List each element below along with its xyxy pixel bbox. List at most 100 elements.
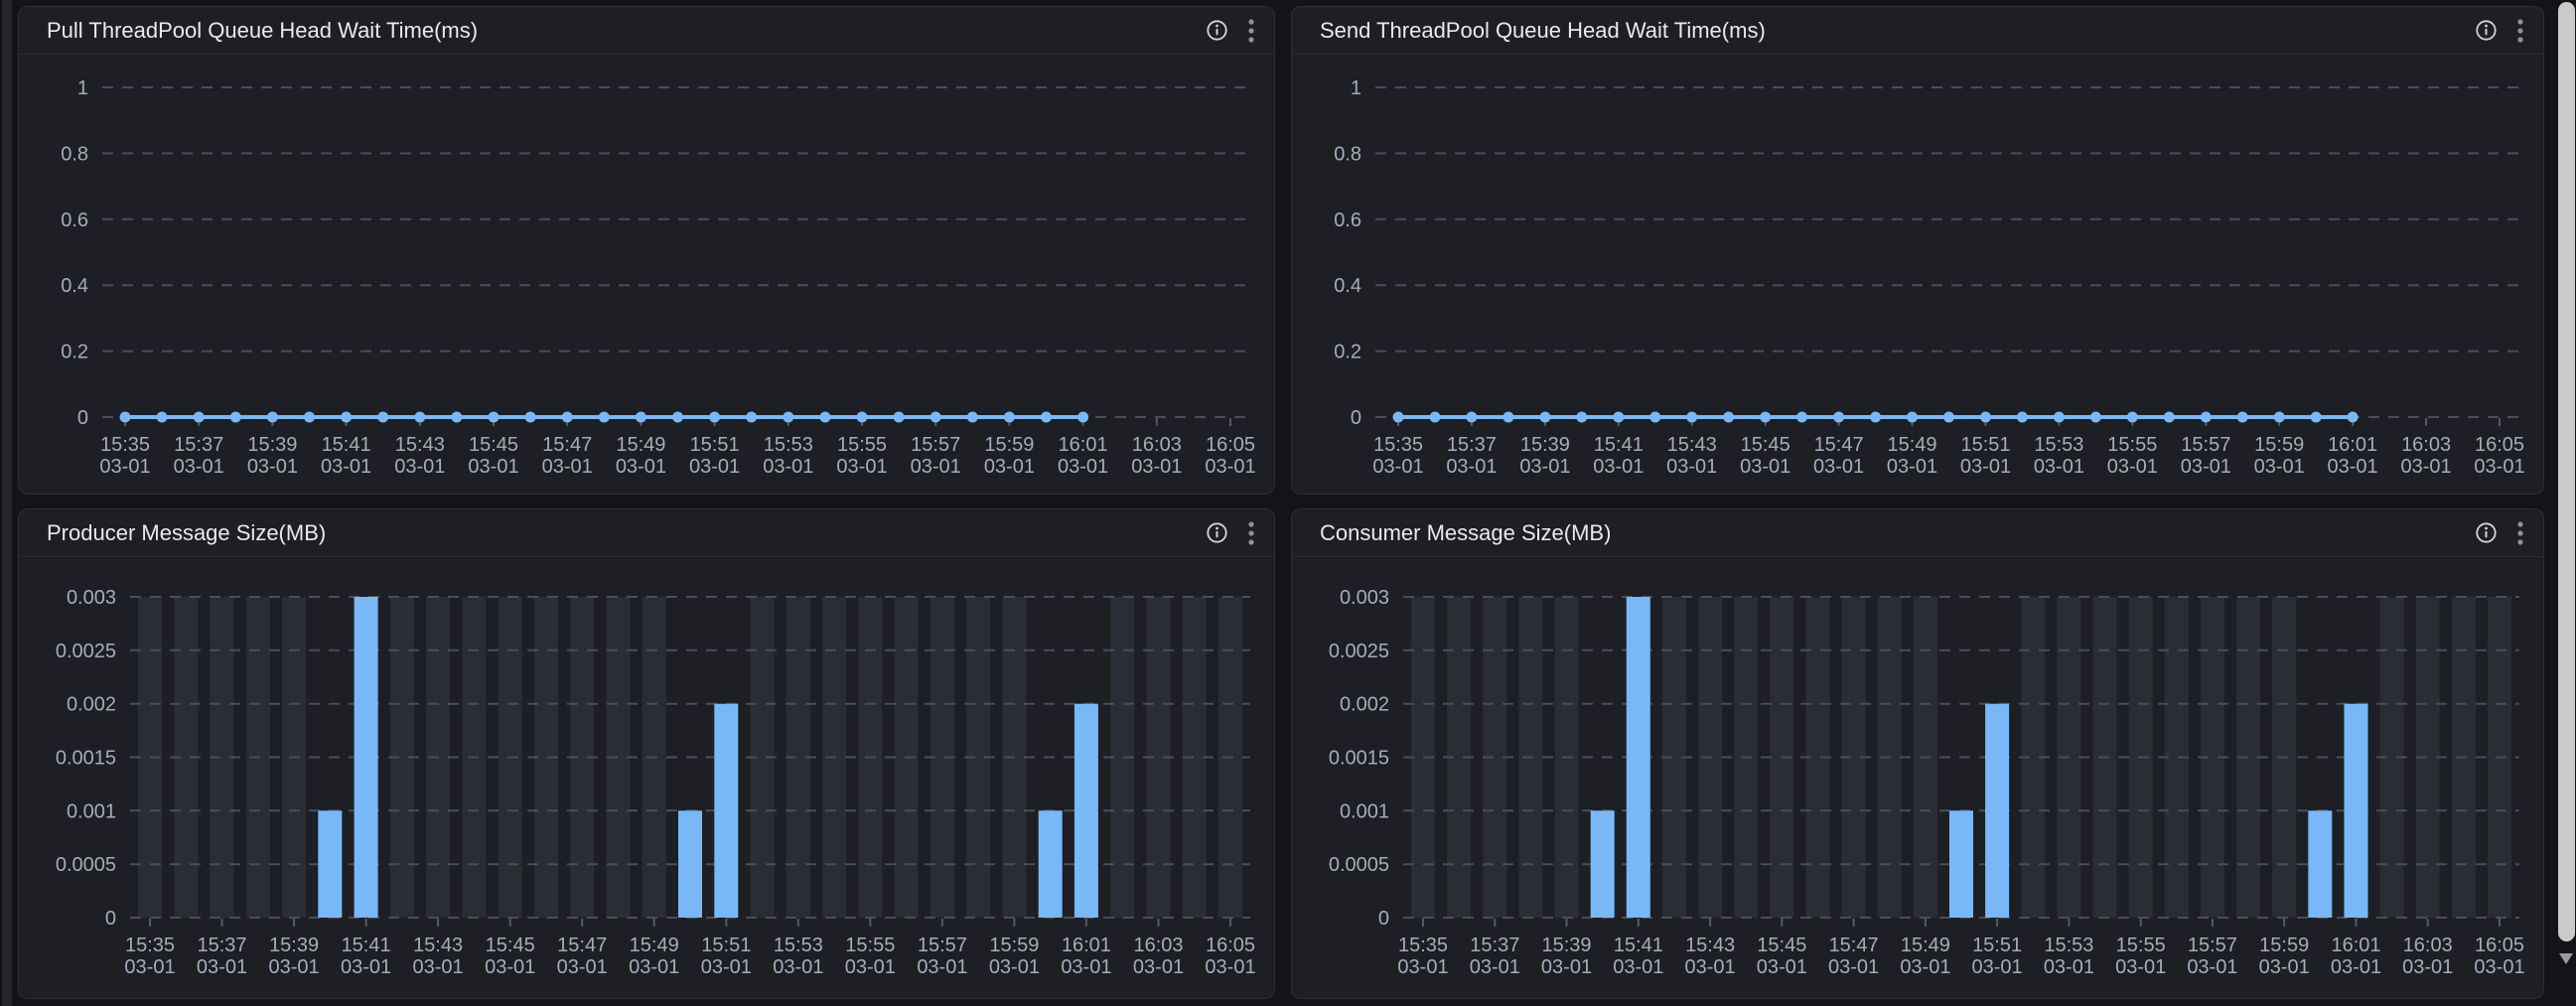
svg-text:03-01: 03-01: [1446, 456, 1497, 478]
svg-text:03-01: 03-01: [616, 456, 666, 478]
svg-text:03-01: 03-01: [2034, 456, 2084, 478]
svg-text:0.003: 0.003: [1340, 587, 1389, 609]
svg-text:15:45: 15:45: [486, 934, 535, 956]
svg-text:15:51: 15:51: [1972, 934, 2022, 956]
panel-header: Producer Message Size(MB): [19, 509, 1274, 557]
chart-canvas[interactable]: 00.00050.0010.00150.0020.00250.00315:350…: [19, 558, 1274, 998]
svg-text:03-01: 03-01: [1740, 456, 1790, 478]
svg-text:15:55: 15:55: [845, 934, 895, 956]
svg-text:03-01: 03-01: [1593, 456, 1644, 478]
bar-chart-producer-message-size[interactable]: 0 0.0005 0.001 0.0015 0.002 0.0025 0.003 15:35 0…: [19, 558, 1274, 998]
svg-text:03-01: 03-01: [701, 956, 752, 978]
chart-canvas[interactable]: 00.20.40.60.8115:3503-0115:3703-0115:390…: [19, 56, 1274, 494]
panel-header: Send ThreadPool Queue Head Wait Time(ms): [1292, 7, 2543, 55]
panel-title: Send ThreadPool Queue Head Wait Time(ms): [1320, 17, 1766, 43]
svg-text:0.0015: 0.0015: [56, 748, 116, 770]
info-icon[interactable]: [2475, 521, 2498, 544]
svg-text:15:59: 15:59: [989, 934, 1039, 956]
svg-text:03-01: 03-01: [341, 956, 391, 978]
svg-text:15:55: 15:55: [2116, 934, 2166, 956]
svg-text:0.002: 0.002: [1340, 694, 1389, 716]
svg-text:03-01: 03-01: [413, 956, 464, 978]
svg-text:15:57: 15:57: [911, 434, 960, 456]
svg-text:03-01: 03-01: [2474, 956, 2524, 978]
scrollbar-thumb[interactable]: [2558, 2, 2575, 941]
svg-text:0: 0: [77, 407, 88, 429]
svg-text:15:45: 15:45: [469, 434, 518, 456]
svg-text:15:37: 15:37: [174, 434, 223, 456]
svg-text:0.2: 0.2: [61, 342, 88, 363]
svg-text:0.6: 0.6: [1334, 210, 1361, 231]
kebab-menu-icon[interactable]: [2517, 520, 2523, 546]
svg-text:15:39: 15:39: [1520, 434, 1570, 456]
svg-text:16:01: 16:01: [1059, 434, 1108, 456]
svg-text:15:35: 15:35: [125, 934, 175, 956]
info-icon[interactable]: [1206, 521, 1228, 544]
svg-text:03-01: 03-01: [2181, 456, 2231, 478]
svg-text:03-01: 03-01: [1900, 956, 1950, 978]
svg-text:03-01: 03-01: [1685, 956, 1736, 978]
svg-text:15:41: 15:41: [1614, 934, 1663, 956]
svg-text:03-01: 03-01: [1372, 456, 1423, 478]
svg-text:15:59: 15:59: [2254, 434, 2304, 456]
svg-text:03-01: 03-01: [2331, 956, 2381, 978]
svg-text:03-01: 03-01: [2187, 956, 2237, 978]
svg-text:15:49: 15:49: [616, 434, 665, 456]
svg-text:15:53: 15:53: [2034, 434, 2083, 456]
svg-text:03-01: 03-01: [2328, 456, 2378, 478]
svg-text:15:49: 15:49: [1901, 934, 1950, 956]
svg-text:0.002: 0.002: [67, 694, 116, 716]
svg-text:03-01: 03-01: [1519, 456, 1570, 478]
svg-text:0.8: 0.8: [61, 143, 88, 165]
kebab-menu-icon[interactable]: [1248, 18, 1254, 44]
panel-title: Pull ThreadPool Queue Head Wait Time(ms): [47, 17, 479, 43]
svg-text:15:37: 15:37: [197, 934, 246, 956]
svg-text:15:35: 15:35: [1373, 434, 1423, 456]
svg-text:03-01: 03-01: [2254, 456, 2305, 478]
svg-text:15:59: 15:59: [2259, 934, 2309, 956]
svg-text:03-01: 03-01: [1960, 456, 2011, 478]
svg-text:16:03: 16:03: [1132, 434, 1182, 456]
info-icon[interactable]: [2475, 19, 2498, 42]
svg-text:03-01: 03-01: [1757, 956, 1807, 978]
svg-text:15:55: 15:55: [837, 434, 887, 456]
line-chart-send-threadpool[interactable]: 0 0.2 0.4 0.6 0.8 1 15:35 03-01 15:37 03-01 15:39 0…: [1292, 56, 2543, 494]
bar-chart-consumer-message-size[interactable]: 0 0.0005 0.001 0.0015 0.002 0.0025 0.003 15:35 0…: [1292, 558, 2543, 998]
kebab-menu-icon[interactable]: [1248, 520, 1254, 546]
svg-text:15:53: 15:53: [2044, 934, 2093, 956]
panel-header: Consumer Message Size(MB): [1292, 509, 2543, 557]
svg-text:15:35: 15:35: [100, 434, 150, 456]
svg-text:15:37: 15:37: [1470, 934, 1519, 956]
svg-text:03-01: 03-01: [321, 456, 371, 478]
svg-text:03-01: 03-01: [557, 956, 608, 978]
svg-text:03-01: 03-01: [836, 456, 887, 478]
kebab-menu-icon[interactable]: [2517, 18, 2523, 44]
svg-text:03-01: 03-01: [1058, 456, 1108, 478]
chart-canvas[interactable]: 00.00050.0010.00150.0020.00250.00315:350…: [1292, 558, 2543, 998]
svg-text:03-01: 03-01: [629, 956, 679, 978]
svg-text:15:43: 15:43: [395, 434, 445, 456]
vertical-scrollbar[interactable]: [2552, 0, 2576, 1006]
panel-actions: [1206, 520, 1254, 546]
svg-text:03-01: 03-01: [2474, 456, 2524, 478]
svg-text:0.0025: 0.0025: [56, 641, 116, 662]
svg-text:03-01: 03-01: [1613, 956, 1663, 978]
svg-text:15:39: 15:39: [247, 434, 297, 456]
svg-text:15:43: 15:43: [1685, 934, 1735, 956]
chart-canvas[interactable]: 00.20.40.60.8115:3503-0115:3703-0115:390…: [1292, 56, 2543, 494]
svg-text:15:59: 15:59: [984, 434, 1034, 456]
svg-text:0.2: 0.2: [1334, 342, 1361, 363]
svg-text:1: 1: [1351, 77, 1361, 99]
svg-text:15:51: 15:51: [690, 434, 740, 456]
left-edge-strip: [0, 0, 12, 1006]
scrollbar-down-arrow-icon[interactable]: [2559, 953, 2573, 964]
svg-text:03-01: 03-01: [2402, 956, 2453, 978]
svg-text:15:57: 15:57: [2181, 434, 2230, 456]
panel-title: Producer Message Size(MB): [47, 519, 327, 545]
info-icon[interactable]: [1206, 19, 1228, 42]
panel-send-threadpool-wait-time: Send ThreadPool Queue Head Wait Time(ms)…: [1291, 6, 2544, 495]
svg-text:15:41: 15:41: [1594, 434, 1644, 456]
svg-text:03-01: 03-01: [1061, 956, 1111, 978]
svg-text:03-01: 03-01: [2401, 456, 2452, 478]
line-chart-pull-threadpool[interactable]: 0 0.2 0.4 0.6 0.8 1 15:35 03-01 15:37 03-01 15:39 0…: [19, 56, 1274, 494]
